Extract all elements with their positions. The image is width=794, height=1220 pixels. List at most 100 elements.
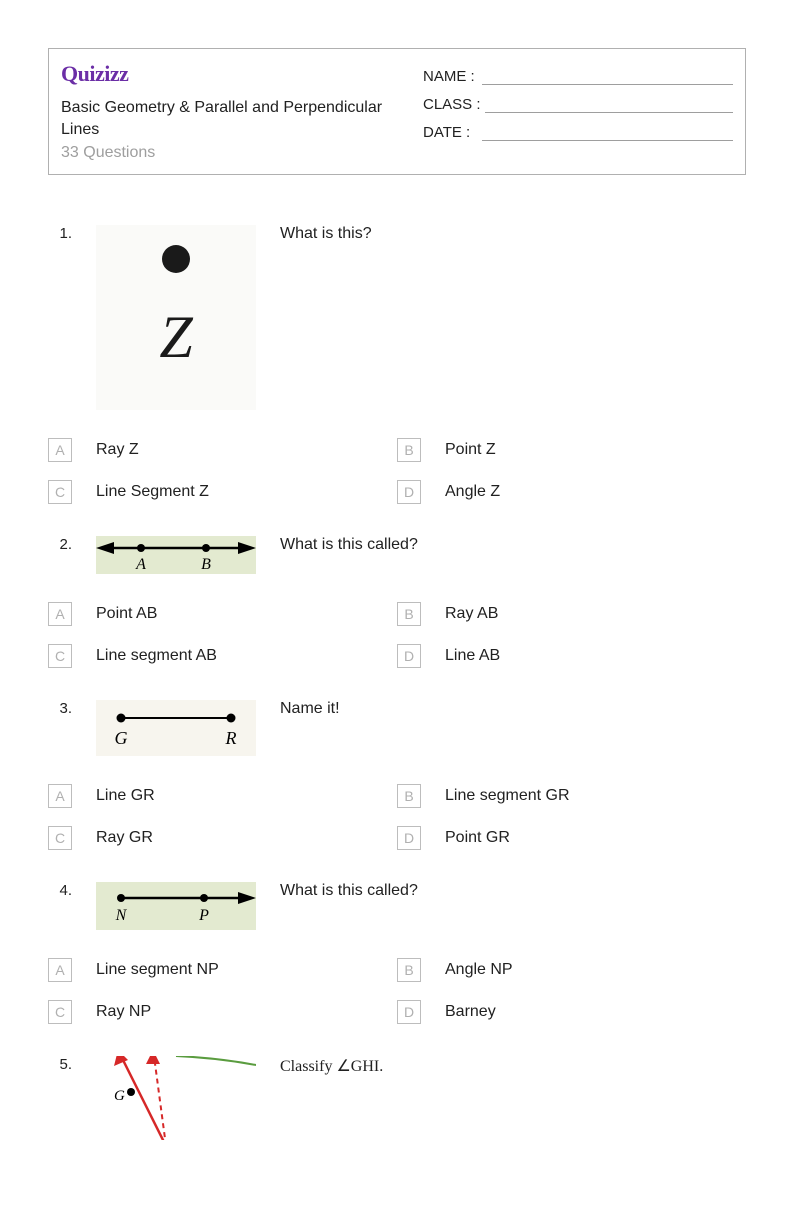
question-row: 4. N P What is this called? <box>48 882 746 930</box>
option-b[interactable]: B Point Z <box>397 438 746 462</box>
question-number: 2. <box>48 536 72 553</box>
question-3: 3. G R Name it! A Line GR B Line segment… <box>48 700 746 850</box>
option-letter: D <box>397 826 421 850</box>
option-b[interactable]: B Ray AB <box>397 602 746 626</box>
options-grid: A Ray Z B Point Z C Line Segment Z D Ang… <box>48 438 746 504</box>
option-d[interactable]: D Angle Z <box>397 480 746 504</box>
option-letter: D <box>397 1000 421 1024</box>
quiz-title: Basic Geometry & Parallel and Perpendicu… <box>61 97 403 142</box>
option-text: Ray AB <box>445 605 498 623</box>
segment-label-r: R <box>225 728 237 748</box>
question-text: Classify ∠GHI. <box>280 1056 746 1076</box>
option-letter: A <box>48 958 72 982</box>
header-left: Quizizz Basic Geometry & Parallel and Pe… <box>61 61 423 162</box>
option-c[interactable]: C Line segment AB <box>48 644 397 668</box>
option-text: Ray NP <box>96 1003 151 1021</box>
option-text: Point GR <box>445 829 510 847</box>
option-d[interactable]: D Point GR <box>397 826 746 850</box>
option-text: Barney <box>445 1003 496 1021</box>
option-letter: A <box>48 438 72 462</box>
question-row: 2. A B What is this called? <box>48 536 746 574</box>
question-image-line: A B <box>96 536 256 574</box>
option-letter: D <box>397 480 421 504</box>
option-text: Angle NP <box>445 961 513 979</box>
segment-label-g: G <box>115 728 128 748</box>
logo-text: Quizizz <box>61 61 128 86</box>
option-letter: A <box>48 784 72 808</box>
name-field: NAME : <box>423 67 733 85</box>
option-text: Line GR <box>96 787 155 805</box>
question-number: 3. <box>48 700 72 717</box>
option-letter: C <box>48 1000 72 1024</box>
option-letter: C <box>48 644 72 668</box>
option-a[interactable]: A Line segment NP <box>48 958 397 982</box>
question-image-segment: G R <box>96 700 256 756</box>
point-dot-icon <box>162 245 190 273</box>
line-label-a: A <box>135 556 146 573</box>
option-letter: D <box>397 644 421 668</box>
question-row: 3. G R Name it! <box>48 700 746 756</box>
question-row: 1. Z What is this? <box>48 225 746 410</box>
option-text: Point AB <box>96 605 157 623</box>
question-number: 5. <box>48 1056 72 1073</box>
option-letter: B <box>397 958 421 982</box>
line-label-b: B <box>201 556 211 573</box>
option-c[interactable]: C Line Segment Z <box>48 480 397 504</box>
question-text: What is this called? <box>280 536 746 554</box>
question-text: What is this called? <box>280 882 746 900</box>
class-field: CLASS : <box>423 95 733 113</box>
option-a[interactable]: A Ray Z <box>48 438 397 462</box>
options-grid: A Line segment NP B Angle NP C Ray NP D … <box>48 958 746 1024</box>
question-image-ray: N P <box>96 882 256 930</box>
option-text: Line segment GR <box>445 787 570 805</box>
question-count: 33 Questions <box>61 144 403 162</box>
question-image-point: Z <box>96 225 256 410</box>
logo: Quizizz <box>61 61 403 87</box>
option-letter: C <box>48 826 72 850</box>
option-letter: B <box>397 784 421 808</box>
option-d[interactable]: D Line AB <box>397 644 746 668</box>
option-c[interactable]: C Ray GR <box>48 826 397 850</box>
option-d[interactable]: D Barney <box>397 1000 746 1024</box>
question-2: 2. A B What is this called? A Point AB B… <box>48 536 746 668</box>
option-letter: B <box>397 602 421 626</box>
option-a[interactable]: A Line GR <box>48 784 397 808</box>
option-b[interactable]: B Angle NP <box>397 958 746 982</box>
question-number: 4. <box>48 882 72 899</box>
question-image-angle: G <box>96 1056 256 1140</box>
header-right: NAME : CLASS : DATE : <box>423 61 733 162</box>
options-grid: A Point AB B Ray AB C Line segment AB D … <box>48 602 746 668</box>
option-letter: C <box>48 480 72 504</box>
question-5: 5. G Classify ∠GHI. <box>48 1056 746 1140</box>
option-text: Line segment NP <box>96 961 219 979</box>
question-4: 4. N P What is this called? A Line segme… <box>48 882 746 1024</box>
name-line[interactable] <box>482 67 733 85</box>
class-label: CLASS : <box>423 96 481 113</box>
date-field: DATE : <box>423 123 733 141</box>
option-text: Line AB <box>445 647 500 665</box>
option-b[interactable]: B Line segment GR <box>397 784 746 808</box>
option-text: Ray GR <box>96 829 153 847</box>
option-text: Ray Z <box>96 441 139 459</box>
option-c[interactable]: C Ray NP <box>48 1000 397 1024</box>
option-letter: A <box>48 602 72 626</box>
class-line[interactable] <box>485 95 733 113</box>
question-text: Name it! <box>280 700 746 718</box>
ray-label-p: P <box>198 907 209 924</box>
option-text: Line segment AB <box>96 647 217 665</box>
ray-label-n: N <box>115 907 128 924</box>
angle-label-g: G <box>114 1088 125 1104</box>
option-letter: B <box>397 438 421 462</box>
question-text: What is this? <box>280 225 746 243</box>
point-label: Z <box>159 303 192 372</box>
date-label: DATE : <box>423 124 478 141</box>
options-grid: A Line GR B Line segment GR C Ray GR D P… <box>48 784 746 850</box>
option-a[interactable]: A Point AB <box>48 602 397 626</box>
question-1: 1. Z What is this? A Ray Z B Point Z C L… <box>48 225 746 504</box>
option-text: Angle Z <box>445 483 500 501</box>
question-number: 1. <box>48 225 72 242</box>
worksheet-header: Quizizz Basic Geometry & Parallel and Pe… <box>48 48 746 175</box>
date-line[interactable] <box>482 123 733 141</box>
name-label: NAME : <box>423 68 478 85</box>
question-row: 5. G Classify ∠GHI. <box>48 1056 746 1140</box>
